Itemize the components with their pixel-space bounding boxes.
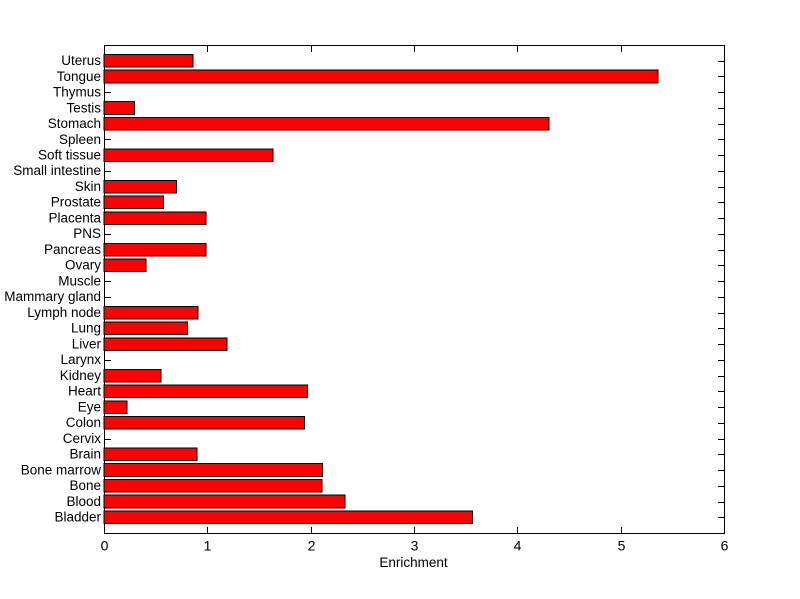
svg-text:Small intestine: Small intestine [13, 163, 101, 178]
svg-text:Bone marrow: Bone marrow [21, 462, 102, 477]
svg-text:Prostate: Prostate [51, 195, 101, 210]
svg-text:Testis: Testis [66, 100, 101, 115]
svg-text:5: 5 [618, 538, 626, 554]
svg-text:Ovary: Ovary [65, 258, 101, 273]
svg-text:Heart: Heart [68, 384, 101, 399]
svg-text:1: 1 [204, 538, 212, 554]
svg-text:4: 4 [514, 538, 522, 554]
svg-text:Brain: Brain [69, 447, 101, 462]
svg-text:2: 2 [308, 538, 316, 554]
svg-text:Bladder: Bladder [54, 510, 101, 525]
svg-text:Pancreas: Pancreas [44, 242, 101, 257]
svg-text:Blood: Blood [66, 494, 101, 509]
svg-text:Lymph node: Lymph node [27, 305, 101, 320]
svg-text:Tongue: Tongue [57, 69, 101, 84]
svg-text:Kidney: Kidney [60, 368, 102, 383]
svg-text:Colon: Colon [66, 415, 101, 430]
svg-text:Lung: Lung [71, 321, 101, 336]
svg-text:Stomach: Stomach [48, 116, 101, 131]
svg-text:PNS: PNS [73, 226, 101, 241]
svg-text:Liver: Liver [72, 336, 102, 351]
svg-text:Placenta: Placenta [48, 210, 101, 225]
svg-text:3: 3 [411, 538, 419, 554]
svg-text:Enrichment: Enrichment [379, 555, 448, 570]
svg-text:Bone: Bone [69, 478, 101, 493]
svg-text:Thymus: Thymus [53, 85, 101, 100]
svg-text:Mammary gland: Mammary gland [4, 289, 101, 304]
svg-text:Eye: Eye [78, 399, 101, 414]
svg-text:Spleen: Spleen [59, 132, 101, 147]
svg-text:0: 0 [101, 538, 109, 554]
svg-text:Skin: Skin [75, 179, 101, 194]
svg-text:Uterus: Uterus [61, 53, 101, 68]
svg-text:Muscle: Muscle [58, 273, 101, 288]
svg-text:6: 6 [721, 538, 729, 554]
svg-text:Larynx: Larynx [60, 352, 101, 367]
svg-text:Cervix: Cervix [63, 431, 102, 446]
svg-text:Soft tissue: Soft tissue [38, 147, 101, 162]
